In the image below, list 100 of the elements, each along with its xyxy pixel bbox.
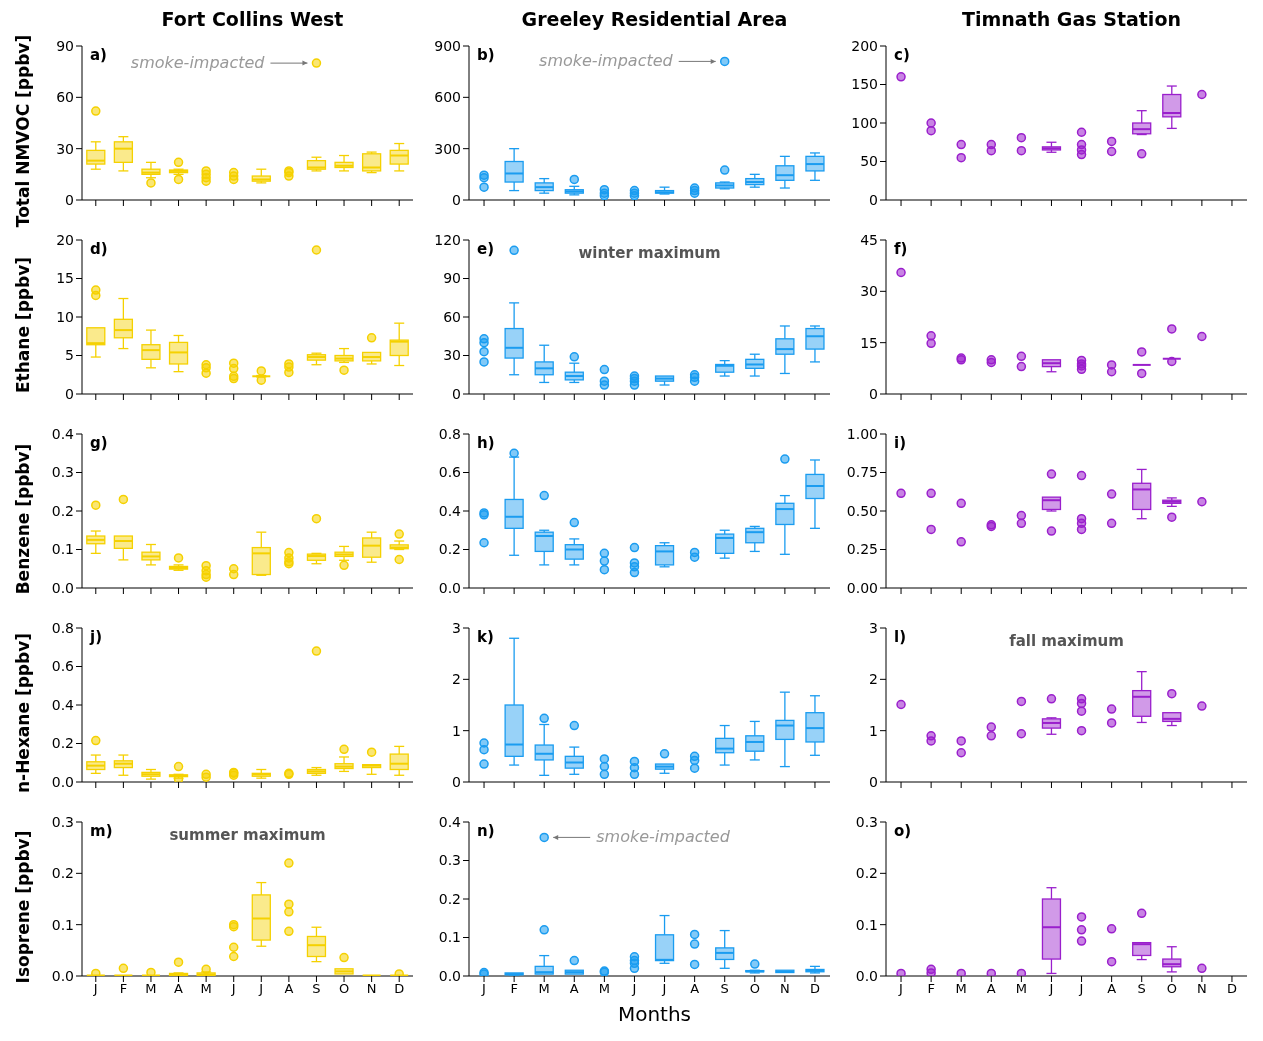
x-tick-label: D [1226,981,1237,997]
chart-title: Fort Collins West [160,8,345,32]
y-tick-label: 3 [452,619,461,636]
x-tick-label: O [1166,981,1177,997]
point [228,942,239,952]
point [1197,701,1207,711]
y-tick-label: 0.2 [51,735,74,752]
y-axis-title: n-Hexane [ppbv] [13,632,33,794]
annotation: c) [894,46,910,64]
x-axis-title: Months [616,1002,693,1026]
point [719,56,730,67]
point [926,488,936,499]
point [986,968,997,976]
point [956,498,966,509]
point [1197,497,1207,507]
y-axis-title: Ethane [ppbv] [13,257,33,393]
y-tick-label: 0.0 [438,579,461,596]
y-tick-label: 0.2 [51,865,74,882]
x-tick-label: N [1197,981,1207,997]
y-tick-label: 0.3 [51,464,74,481]
y-tick-label: 0 [869,773,878,790]
y-tick-label: 45 [860,231,878,248]
point [1076,127,1087,137]
annotation: m) [90,822,113,840]
x-tick-label: N [780,981,790,997]
point [1106,518,1117,529]
point [1016,510,1027,521]
x-tick-label: N [366,981,377,997]
y-tick-label: 0.0 [51,579,74,596]
y-tick-label: 0.1 [51,541,74,558]
point [1076,936,1087,946]
y-tick-label: 90 [56,37,74,54]
point [1106,718,1117,728]
annotation: j) [89,628,102,646]
point [956,968,966,976]
x-tick-label: F [927,981,935,997]
point [1197,89,1207,100]
annotation: g) [90,434,108,452]
y-tick-label: 1 [452,722,461,739]
x-tick-label: A [284,981,294,997]
y-tick-label: 0.4 [51,425,75,442]
point [926,125,936,136]
x-tick-label: A [1107,981,1117,997]
point [956,736,966,746]
point [479,346,489,357]
x-tick-label: M [1015,981,1027,997]
point [284,926,294,937]
point [956,152,966,163]
y-tick-label: 0.3 [438,852,461,869]
x-tick-label: D [809,981,820,997]
point [284,367,294,378]
point [896,267,906,278]
point [896,72,906,82]
point [1016,361,1027,372]
point [1197,963,1207,974]
point [599,364,610,375]
point [479,337,489,348]
y-tick-label: 20 [56,231,74,248]
point [599,769,610,780]
point [479,182,489,192]
point [629,567,640,578]
y-axis-title: Isoprene [ppbv] [13,830,34,984]
y-tick-label: 0 [869,385,878,402]
point [1076,925,1087,935]
point [689,755,700,766]
point [689,929,700,940]
point [689,939,700,949]
y-tick-label: 1.00 [846,425,878,442]
text: smoke-impacted [596,827,731,847]
y-tick-label: 0.0 [51,967,74,984]
point [926,524,936,535]
y-axis-title: Benzene [ppbv] [13,443,34,595]
y-tick-label: 15 [56,270,74,287]
x-tick-label: J [230,981,236,997]
point [926,331,936,341]
x-tick-label: F [510,981,518,997]
annotation: b) [477,46,495,64]
point [1016,729,1027,739]
point [539,832,549,843]
y-tick-label: 150 [851,76,878,93]
point [1016,696,1027,707]
point [956,139,966,150]
y-tick-label: 0 [452,773,461,790]
annotation: o) [894,822,912,840]
point [1076,524,1087,535]
y-tick-label: 0.75 [846,464,878,481]
y-tick-label: 0 [452,385,461,402]
x-tick-label: M [145,981,157,997]
point [629,963,640,974]
y-tick-label: 300 [434,140,461,157]
y-tick-label: 0.0 [855,967,878,984]
y-tick-label: 0.8 [51,619,74,636]
x-tick-label: A [174,981,184,997]
point [926,968,936,976]
x-tick-label: M [598,981,610,997]
point [986,145,997,156]
point [1016,145,1027,156]
x-tick-label: D [394,981,405,997]
point [599,564,610,575]
point [1016,968,1027,976]
